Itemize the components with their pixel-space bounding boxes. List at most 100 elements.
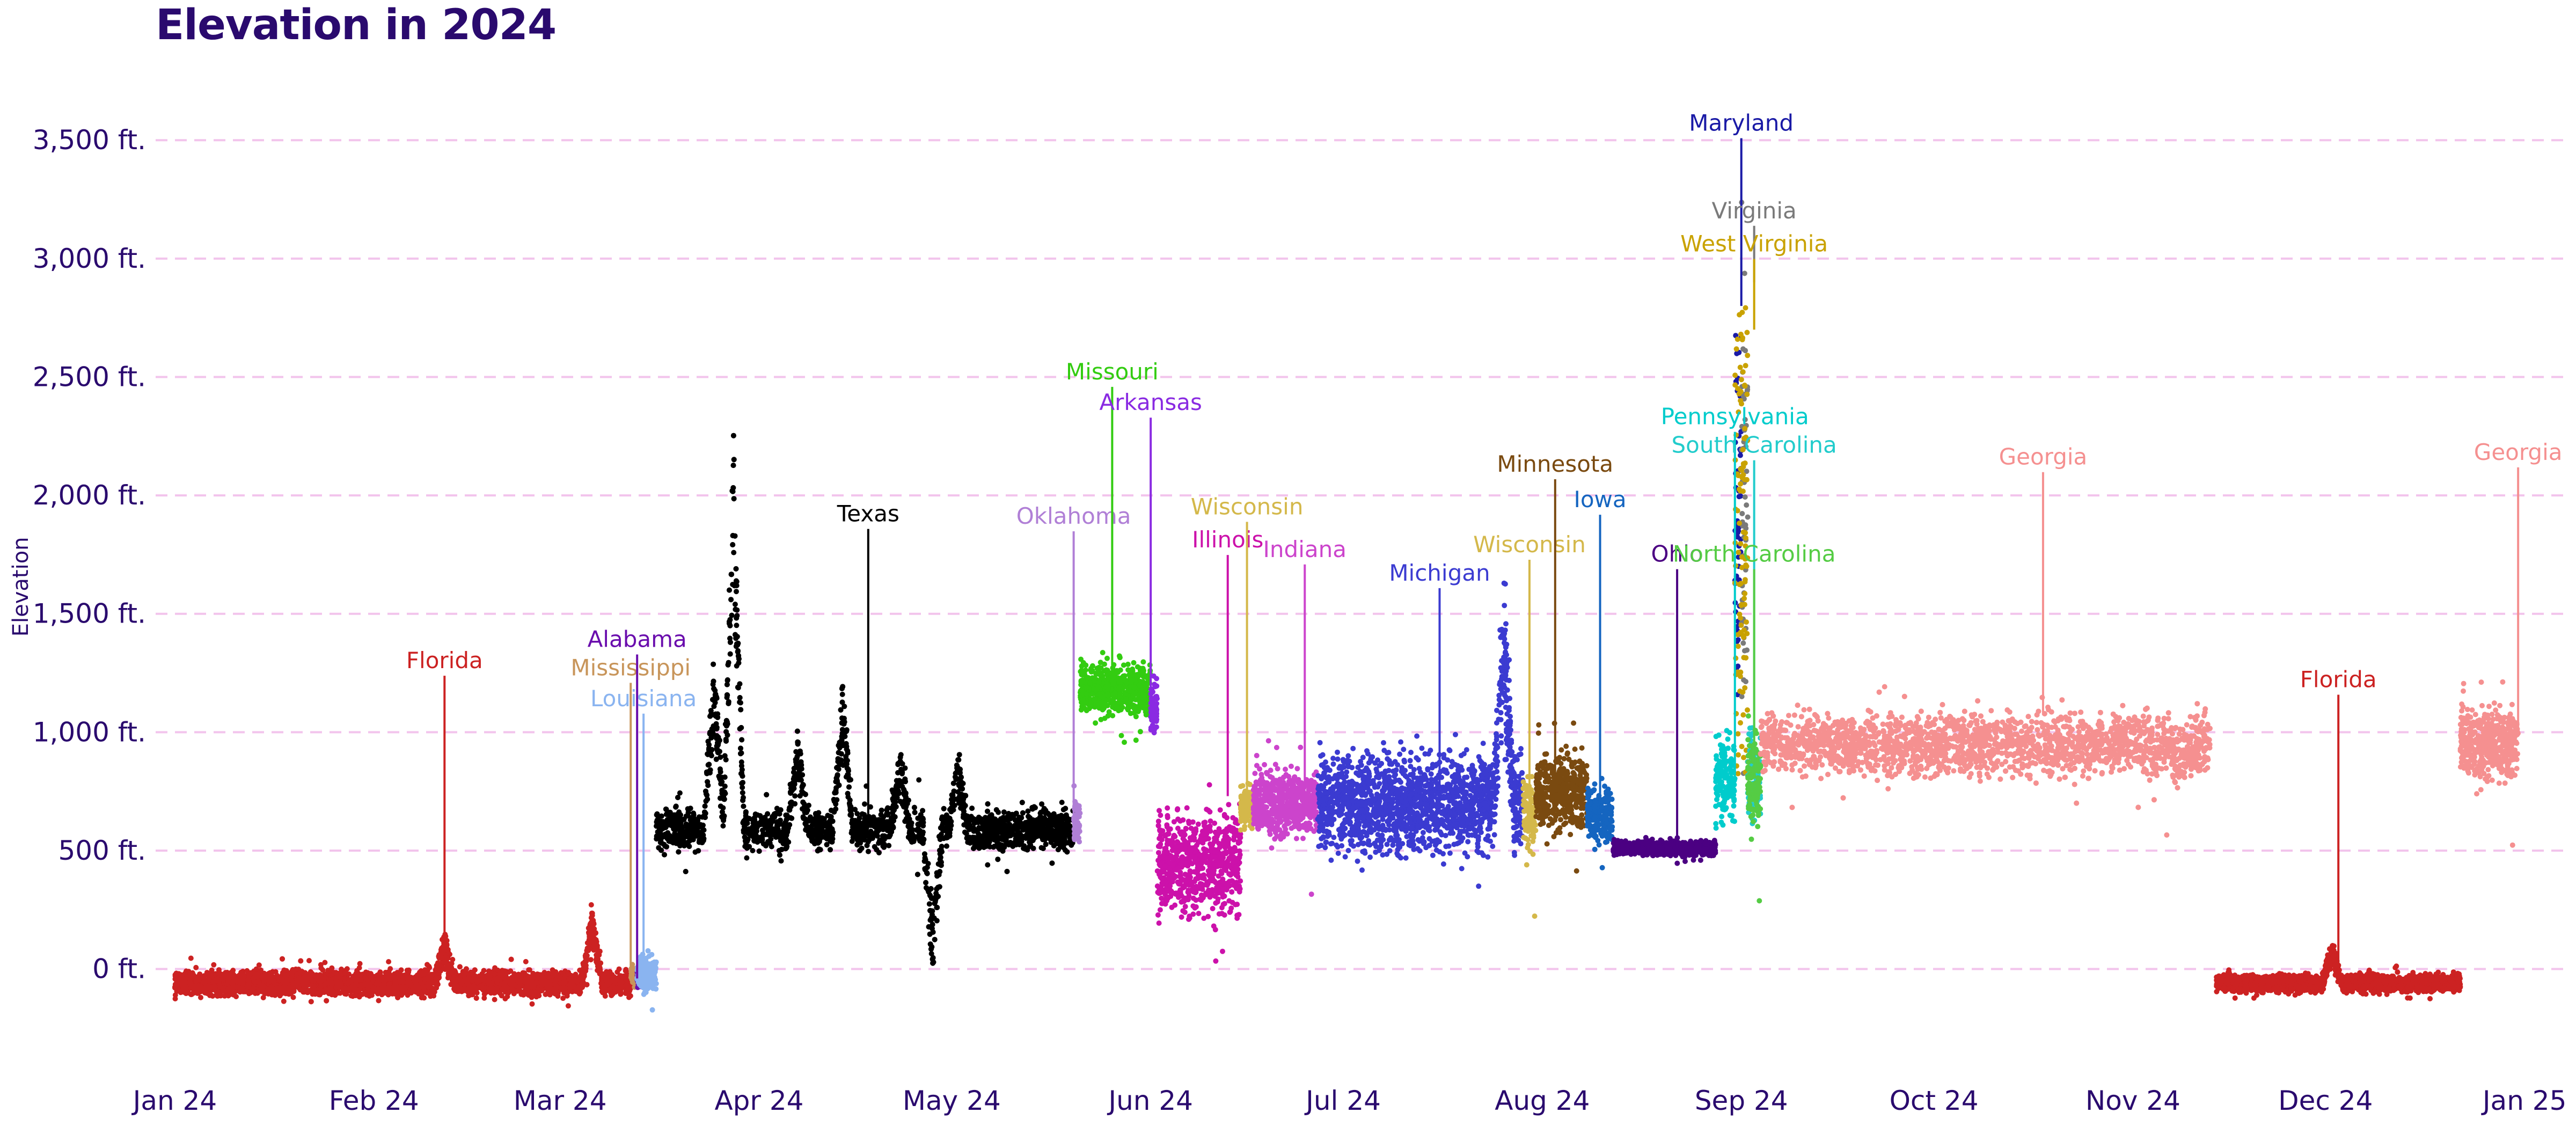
x-tick-label: Sep 24 [1695,1085,1788,1116]
data-point [353,980,359,986]
data-point [552,991,558,997]
data-point [386,959,392,964]
data-point [334,974,340,979]
data-point [288,986,294,992]
data-point [230,990,236,996]
data-point [623,989,629,994]
data-point [510,979,516,985]
data-point [462,976,468,982]
data-point [246,973,252,979]
data-point [294,979,299,985]
data-point [594,945,600,950]
data-point [588,902,594,908]
data-point [208,984,214,990]
data-point [281,998,287,1004]
data-point [306,958,312,963]
y-tick-label: 0 ft. [92,954,146,985]
series-florida [172,902,634,1009]
data-point [241,973,247,979]
data-point [270,969,275,975]
data-point [233,984,239,990]
x-tick-label: Jun 24 [1107,1085,1193,1116]
data-point [279,977,285,983]
data-point [524,987,530,993]
data-point [377,970,383,976]
data-point [406,979,412,985]
data-point [530,972,536,977]
data-point [310,983,316,989]
data-point [282,973,288,979]
data-point [385,988,391,994]
x-tick-label: Mar 24 [514,1085,607,1116]
data-point [583,953,589,959]
x-tick-label: May 24 [903,1085,1001,1116]
data-point [482,989,488,994]
data-point [193,978,199,984]
data-point [279,987,285,993]
data-point [211,962,217,968]
data-point [386,969,392,975]
data-point [612,985,618,991]
data-point [552,980,558,986]
data-point [386,982,392,987]
data-point [545,974,551,979]
data-point [616,966,622,972]
data-point [503,976,509,982]
data-point [342,985,348,991]
data-point [362,975,368,980]
data-point [489,987,495,993]
data-point [610,991,616,997]
data-point [647,972,653,978]
data-point [523,958,529,964]
data-point [585,945,591,951]
data-point [398,971,403,977]
data-point [540,975,546,980]
y-axis-label: Elevation [9,537,33,636]
data-point [649,1007,655,1013]
data-point [255,971,261,977]
y-tick-label: 3,000 ft. [33,243,146,274]
y-tick-label: 1,500 ft. [33,598,146,630]
data-point [306,974,312,980]
data-point [529,984,535,990]
data-point [474,979,480,985]
data-point [641,984,647,990]
data-point [520,971,526,977]
data-point [187,981,193,987]
data-point [592,930,598,936]
data-point [298,958,304,964]
data-point [323,986,328,992]
data-point [345,980,350,986]
data-point [619,984,625,990]
data-point [280,956,285,962]
data-point [281,967,287,973]
data-point [376,998,382,1004]
data-point [597,964,603,970]
data-point [502,981,508,987]
data-point [470,978,475,984]
data-point [472,967,478,973]
data-point [561,985,567,991]
data-point [529,1001,535,1007]
data-point [589,920,595,926]
data-point [253,966,259,972]
data-point [284,979,290,985]
chart-title: Elevation in 2024 [156,1,557,49]
data-point [257,982,263,988]
x-tick-label: Dec 24 [2278,1085,2373,1116]
y-tick-label: 2,000 ft. [33,480,146,511]
data-point [233,994,239,999]
data-point [393,987,399,993]
data-point [268,984,274,990]
data-point [577,986,583,992]
data-point [260,995,266,1000]
data-point [293,967,299,972]
data-point [560,996,566,1001]
data-point [508,968,514,974]
data-point [492,997,497,1002]
data-point [324,998,330,1004]
data-point [381,981,387,987]
data-point [426,980,431,986]
data-point [428,989,434,995]
